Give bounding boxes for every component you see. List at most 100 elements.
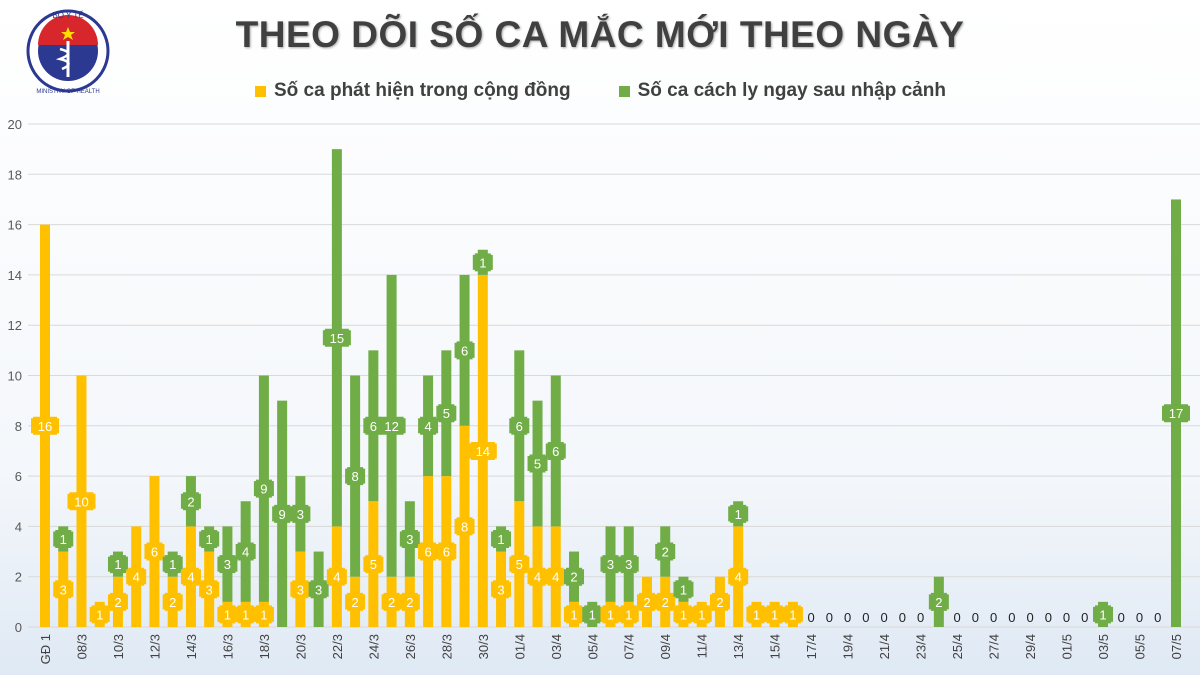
- data-label-community-box: [728, 567, 749, 586]
- x-tick-label: 25/4: [950, 634, 965, 659]
- data-label-zero: 0: [917, 610, 924, 625]
- data-label-zero: 0: [881, 610, 888, 625]
- data-label-community-box: [418, 542, 439, 561]
- x-tick-label: 24/3: [366, 634, 381, 659]
- data-label-quarantine-box: [180, 492, 201, 511]
- data-label-zero: 0: [808, 610, 815, 625]
- data-label-community-box: [454, 517, 475, 536]
- data-label-quarantine: 4: [242, 545, 249, 560]
- data-label-quarantine: 3: [297, 507, 304, 522]
- data-label-community: 3: [206, 582, 213, 597]
- data-label-quarantine: 3: [315, 582, 322, 597]
- legend-item-community: Số ca phát hiện trong cộng đồng: [255, 80, 571, 102]
- x-tick-label: 05/4: [585, 634, 600, 659]
- data-label-quarantine-box: [1162, 404, 1190, 423]
- data-label-zero: 0: [826, 610, 833, 625]
- data-label-community: 1: [260, 607, 267, 622]
- data-label-quarantine-box: [618, 555, 639, 574]
- data-label-community: 5: [370, 557, 377, 572]
- data-label-zero: 0: [1063, 610, 1070, 625]
- data-label-community-box: [381, 592, 402, 611]
- data-label-zero: 0: [844, 610, 851, 625]
- data-label-community-box: [655, 592, 676, 611]
- data-label-quarantine-box: [235, 542, 256, 561]
- data-label-quarantine-box: [399, 529, 420, 548]
- y-tick-label: 16: [8, 218, 22, 233]
- data-label-community: 14: [476, 444, 490, 459]
- x-tick-label: 29/4: [1023, 634, 1038, 659]
- data-label-community: 1: [789, 607, 796, 622]
- x-tick-label: 28/3: [439, 634, 454, 659]
- data-label-community-box: [107, 592, 128, 611]
- x-tick-label: 27/4: [987, 634, 1002, 659]
- data-label-quarantine: 6: [552, 444, 559, 459]
- x-tick-label: 10/3: [111, 634, 126, 659]
- legend-label-community: Số ca phát hiện trong cộng đồng: [274, 80, 571, 101]
- data-label-community-box: [527, 567, 548, 586]
- data-label-quarantine: 1: [114, 557, 121, 572]
- data-label-community: 1: [680, 607, 687, 622]
- data-label-quarantine-box: [308, 580, 329, 599]
- x-tick-label: 14/3: [184, 634, 199, 659]
- data-label-community-box: [509, 555, 530, 574]
- data-label-quarantine: 12: [384, 419, 398, 434]
- x-tick-label: 16/3: [220, 634, 235, 659]
- data-label-community: 1: [771, 607, 778, 622]
- data-label-community: 5: [516, 557, 523, 572]
- data-label-quarantine-box: [564, 567, 585, 586]
- data-label-quarantine: 2: [187, 494, 194, 509]
- data-label-quarantine: 2: [570, 570, 577, 585]
- data-label-quarantine: 6: [370, 419, 377, 434]
- data-label-community: 2: [114, 595, 121, 610]
- data-label-quarantine-box: [322, 328, 351, 347]
- data-label-quarantine: 15: [330, 331, 344, 346]
- y-tick-label: 0: [15, 620, 22, 635]
- x-tick-label: 03/5: [1096, 634, 1111, 659]
- data-label-community-box: [782, 605, 803, 624]
- y-tick-label: 4: [15, 519, 22, 534]
- data-label-community: 8: [461, 519, 468, 534]
- x-tick-label: 17/4: [804, 634, 819, 659]
- data-label-community: 2: [388, 595, 395, 610]
- data-label-zero: 0: [1008, 610, 1015, 625]
- data-label-community-box: [399, 592, 420, 611]
- data-label-community-box: [326, 567, 347, 586]
- data-label-community: 4: [333, 570, 340, 585]
- x-tick-label: 20/3: [293, 634, 308, 659]
- data-label-community-box: [436, 542, 457, 561]
- data-label-quarantine-box: [162, 555, 183, 574]
- x-tick-label: 05/5: [1133, 634, 1148, 659]
- x-tick-label: GĐ 1: [38, 634, 53, 664]
- data-label-quarantine-box: [454, 341, 475, 360]
- data-label-quarantine: 1: [497, 532, 504, 547]
- chart-title: THEO DÕI SỐ CA MẮC MỚI THEO NGÀY: [235, 14, 965, 55]
- data-label-quarantine-box: [491, 529, 512, 548]
- data-label-quarantine-box: [290, 504, 311, 523]
- data-label-quarantine: 3: [625, 557, 632, 572]
- data-label-quarantine-box: [928, 592, 949, 611]
- y-tick-label: 6: [15, 469, 22, 484]
- x-tick-label: 26/3: [403, 634, 418, 659]
- data-label-zero: 0: [1154, 610, 1161, 625]
- data-label-community: 10: [74, 494, 88, 509]
- data-label-community-box: [180, 567, 201, 586]
- data-label-quarantine: 5: [534, 457, 541, 472]
- data-label-community: 1: [242, 607, 249, 622]
- data-label-community: 4: [534, 570, 541, 585]
- data-label-community-box: [253, 605, 274, 624]
- data-label-quarantine-box: [272, 504, 293, 523]
- data-label-quarantine: 1: [589, 607, 596, 622]
- data-label-zero: 0: [972, 610, 979, 625]
- data-label-community: 3: [297, 582, 304, 597]
- x-tick-label: 01/4: [512, 634, 527, 659]
- x-tick-label: 15/4: [768, 634, 783, 659]
- x-tick-label: 09/4: [658, 634, 673, 659]
- data-label-zero: 0: [1045, 610, 1052, 625]
- data-label-community-box: [468, 441, 497, 460]
- legend-swatch-community: [255, 85, 266, 97]
- data-label-quarantine-box: [527, 454, 548, 473]
- data-label-quarantine-box: [253, 479, 274, 498]
- data-label-community: 1: [570, 607, 577, 622]
- legend-item-quarantine: Số ca cách ly ngay sau nhập cảnh: [618, 80, 946, 102]
